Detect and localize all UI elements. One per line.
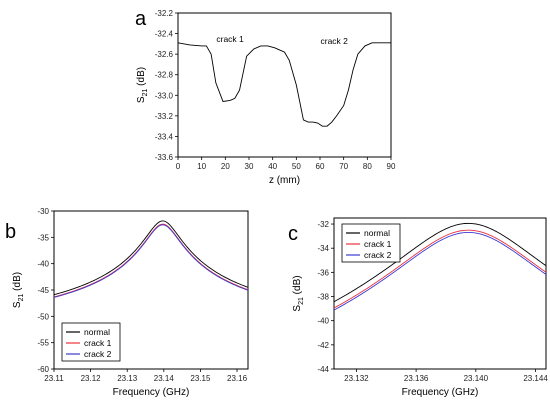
x-axis-label: Frequency (GHz)	[113, 387, 190, 398]
legend-label: normal	[84, 327, 110, 337]
y-tick-label: -60	[37, 365, 49, 374]
x-tick-label: 70	[339, 162, 348, 171]
legend-label: crack 1	[84, 338, 112, 348]
x-tick-label: 23.136	[404, 374, 429, 383]
series-line-crack-2	[333, 231, 547, 311]
y-tick-label: -33.6	[155, 153, 174, 162]
x-axis-label: Frequency (GHz)	[402, 387, 479, 398]
x-tick-label: 23.11	[44, 374, 64, 383]
y-tick-label: -36	[317, 268, 329, 277]
y-tick-label: -44	[317, 365, 329, 374]
x-tick-label: 40	[268, 162, 277, 171]
y-tick-label: -40	[317, 317, 329, 326]
x-tick-label: 23.12	[81, 374, 102, 383]
series-line-crack-2	[53, 224, 249, 298]
y-tick-label: -34	[317, 244, 329, 253]
y-tick-label: -40	[37, 260, 49, 269]
chart-panel-b: 23.11 23.12 23.13 23.14 23.15 23.16 -30 -35 -40 -…	[5, 207, 249, 398]
panel-letter: c	[288, 223, 298, 245]
x-tick-label: 20	[221, 162, 230, 171]
y-axis-label: S21 (dB)	[292, 275, 305, 311]
series-line-normal	[333, 222, 547, 303]
panel-letter: b	[5, 221, 16, 243]
x-tick-label: 10	[197, 162, 206, 171]
x-tick-label: 23.15	[190, 374, 211, 383]
series-line-crack-1	[333, 229, 547, 309]
x-tick-label: 23.140	[464, 374, 489, 383]
y-tick-label: -32	[317, 220, 329, 229]
y-tick-label: -33.2	[155, 112, 174, 121]
y-tick-label: -33.4	[155, 132, 174, 141]
y-tick-label: -45	[37, 286, 49, 295]
x-axis-label: z (mm)	[269, 175, 300, 186]
y-tick-label: -55	[37, 339, 49, 348]
plot-frame	[333, 217, 547, 370]
x-tick-label: 23.14	[154, 374, 175, 383]
y-tick-label: -42	[317, 341, 329, 350]
x-tick-label: 23.13	[117, 374, 138, 383]
y-axis-label: S21 (dB)	[12, 272, 25, 308]
panel-letter: a	[135, 8, 147, 30]
x-tick-label: 60	[316, 162, 325, 171]
x-tick-label: 50	[292, 162, 301, 171]
series-line-z	[177, 42, 391, 127]
x-tick-label: 23.16	[227, 374, 248, 383]
legend-label: crack 2	[84, 349, 112, 359]
annotation-label: crack 2	[320, 36, 348, 46]
x-tick-label: 90	[387, 162, 396, 171]
series-line-normal	[53, 220, 249, 296]
y-tick-label: -50	[37, 312, 49, 321]
plot-frame	[177, 12, 392, 158]
y-tick-label: -32.6	[155, 50, 174, 59]
x-tick-label: 23.132	[344, 374, 369, 383]
x-tick-label: 23.144	[523, 374, 548, 383]
legend-label: crack 1	[364, 239, 392, 249]
y-axis-label: S21 (dB)	[136, 67, 149, 103]
y-tick-label: -32.2	[155, 9, 174, 18]
legend-box	[341, 223, 401, 263]
y-tick-label: -35	[37, 233, 49, 242]
annotation-label: crack 1	[216, 34, 244, 44]
y-tick-label: -33.0	[155, 91, 174, 100]
x-tick-label: 30	[245, 162, 254, 171]
chart-panel-a: 0 10 20 30 40 50 60 70 80 90 -32.2 -32.4 -32.6 -32.8 -…	[135, 8, 396, 186]
legend-label: normal	[364, 228, 390, 238]
y-tick-label: -32.8	[155, 71, 174, 80]
legend-box	[61, 322, 121, 362]
y-tick-label: -30	[37, 207, 49, 216]
chart-panel-c: 23.132 23.136 23.140 23.144 -32 -34 -36 -38 -40 -…	[288, 217, 548, 398]
legend-label: crack 2	[364, 250, 392, 260]
x-tick-label: 0	[176, 162, 181, 171]
y-tick-label: -32.4	[155, 30, 174, 39]
y-tick-label: -38	[317, 293, 329, 302]
x-tick-label: 80	[363, 162, 372, 171]
